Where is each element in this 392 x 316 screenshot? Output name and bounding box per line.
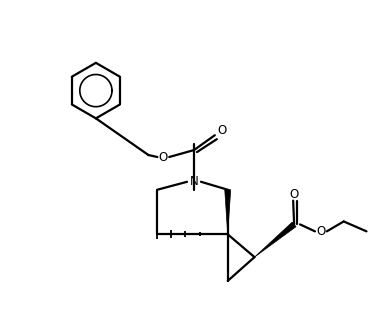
Polygon shape [225, 190, 231, 234]
Text: N: N [190, 175, 198, 188]
Text: O: O [290, 188, 299, 201]
Text: O: O [217, 124, 227, 137]
Polygon shape [254, 222, 296, 257]
Text: O: O [159, 150, 168, 163]
Text: O: O [316, 225, 325, 238]
